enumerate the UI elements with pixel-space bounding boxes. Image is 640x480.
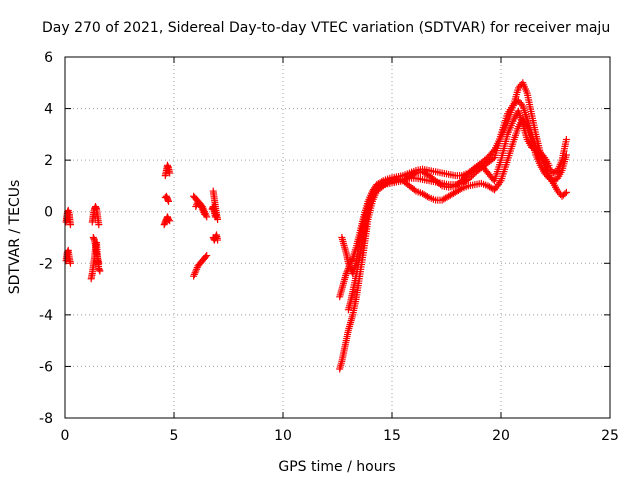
data-point <box>197 202 205 210</box>
data-point <box>410 186 418 194</box>
data-point <box>198 205 206 213</box>
data-points <box>62 79 570 373</box>
data-point <box>539 152 547 160</box>
data-point <box>199 207 207 215</box>
series-track-1 <box>62 206 74 229</box>
data-point <box>96 267 104 275</box>
data-point <box>95 221 103 229</box>
x-tick-label: 20 <box>492 428 510 444</box>
series-track-3 <box>88 203 103 229</box>
y-tick-label: 2 <box>44 153 53 169</box>
x-tick-label: 25 <box>601 428 619 444</box>
data-point <box>342 270 350 278</box>
data-point <box>190 272 198 280</box>
data-point <box>561 190 569 198</box>
series-track-13 <box>208 203 221 221</box>
data-point <box>469 165 477 173</box>
chart-title: Day 270 of 2021, Sidereal Day-to-day VTE… <box>42 20 610 36</box>
data-point <box>489 185 497 193</box>
data-point <box>214 236 222 244</box>
y-tick-label: -4 <box>39 308 53 324</box>
grid-lines <box>65 57 610 418</box>
data-point <box>200 209 208 217</box>
data-point <box>166 217 174 225</box>
data-point <box>345 261 353 269</box>
series-track-6 <box>161 161 174 180</box>
data-point <box>344 259 352 267</box>
data-point <box>191 269 199 277</box>
series-track-15 <box>336 115 570 373</box>
data-point <box>562 136 570 144</box>
data-point <box>166 169 174 177</box>
series-track-8 <box>160 213 174 229</box>
data-point <box>489 155 497 163</box>
data-point <box>201 210 209 218</box>
data-point <box>423 193 431 201</box>
data-point <box>198 203 206 211</box>
data-point <box>95 259 103 267</box>
y-axis-label: SDTVAR / TECUs <box>7 180 23 295</box>
series-track-11 <box>190 252 211 280</box>
y-tick-label: -8 <box>39 411 53 427</box>
data-point <box>192 203 200 211</box>
data-point <box>202 253 210 261</box>
data-point <box>203 252 211 260</box>
data-point <box>196 200 204 208</box>
series-track-18 <box>344 107 553 314</box>
data-point <box>410 170 418 178</box>
data-point <box>190 270 198 278</box>
data-point <box>193 265 201 273</box>
data-point <box>437 181 445 189</box>
data-point <box>165 215 173 223</box>
x-tick-label: 10 <box>274 428 292 444</box>
y-tick-label: 6 <box>44 50 53 66</box>
y-tick-label: -6 <box>39 359 53 375</box>
x-axis-label: GPS time / hours <box>278 459 395 475</box>
series-track-5 <box>89 234 103 267</box>
data-point <box>517 100 525 108</box>
plot-frame <box>64 56 611 419</box>
data-point <box>66 221 74 229</box>
y-tick-label: -2 <box>39 256 53 272</box>
y-tick-label: 4 <box>44 102 53 118</box>
data-point <box>545 161 553 169</box>
x-tick-label: 5 <box>170 428 179 444</box>
series-track-7 <box>161 192 173 205</box>
data-point <box>213 210 221 218</box>
x-tick-label: 0 <box>61 428 70 444</box>
data-point <box>346 263 354 271</box>
x-tick-label: 15 <box>383 428 401 444</box>
data-point <box>378 182 386 190</box>
data-point <box>165 197 173 205</box>
y-tick-label: 0 <box>44 205 53 221</box>
data-point <box>562 188 570 196</box>
series-track-2 <box>62 246 74 267</box>
series-track-10 <box>192 197 209 218</box>
data-point <box>192 267 200 275</box>
data-point <box>348 256 356 264</box>
data-point <box>66 259 74 267</box>
series-track-14 <box>209 231 222 244</box>
